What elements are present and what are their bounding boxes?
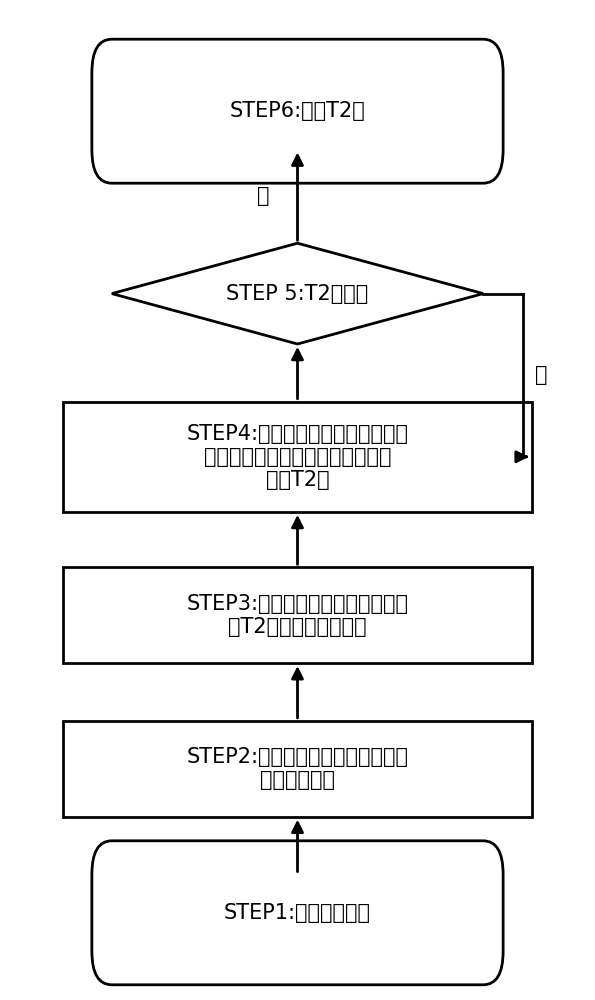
Text: STEP6:输出T2谱: STEP6:输出T2谱	[230, 101, 365, 121]
Text: STEP3:改进的正交匹配追踪算法确
定T2谱非零值所在区域: STEP3:改进的正交匹配追踪算法确 定T2谱非零值所在区域	[186, 594, 409, 637]
Bar	[63, 721, 532, 817]
Bar	[63, 402, 532, 512]
Text: STEP2:奇异值分解滤波方法对数据
进行滤波处理: STEP2:奇异值分解滤波方法对数据 进行滤波处理	[186, 747, 409, 790]
Bar	[63, 567, 532, 663]
Text: STEP4:改进的考虑基线偏移的奇异
值分解算法在非零值所在的区域内
求取T2谱: STEP4:改进的考虑基线偏移的奇异 值分解算法在非零值所在的区域内 求取T2谱	[186, 424, 409, 490]
Text: 是: 是	[257, 186, 270, 206]
Text: STEP 5:T2谱非负: STEP 5:T2谱非负	[226, 284, 369, 304]
Text: STEP1:读取回波信号: STEP1:读取回波信号	[224, 903, 371, 923]
Text: 否: 否	[534, 365, 547, 385]
Polygon shape	[112, 243, 483, 344]
FancyBboxPatch shape	[92, 841, 503, 985]
FancyBboxPatch shape	[92, 39, 503, 183]
